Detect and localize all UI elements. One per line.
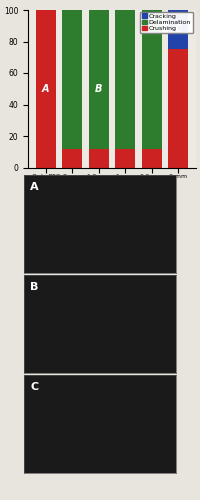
Text: B: B [30,282,38,292]
Bar [115,10,135,148]
Text: C: C [175,24,182,34]
Text: B: B [95,84,102,94]
Bar [36,10,56,168]
Bar [142,10,162,148]
Bar [62,148,82,168]
Bar [168,50,188,168]
Bar [115,148,135,168]
Legend: Cracking, Delamination, Crushing: Cracking, Delamination, Crushing [140,12,193,34]
Y-axis label: %: % [0,84,1,94]
Bar [142,148,162,168]
X-axis label: Thickness of surface PFC: Thickness of surface PFC [64,183,160,192]
Bar [168,10,188,50]
Text: C: C [30,382,38,392]
Bar [62,10,82,148]
Bar [89,148,109,168]
Text: A: A [30,182,39,192]
Bar [89,10,109,148]
Text: A: A [42,84,49,94]
